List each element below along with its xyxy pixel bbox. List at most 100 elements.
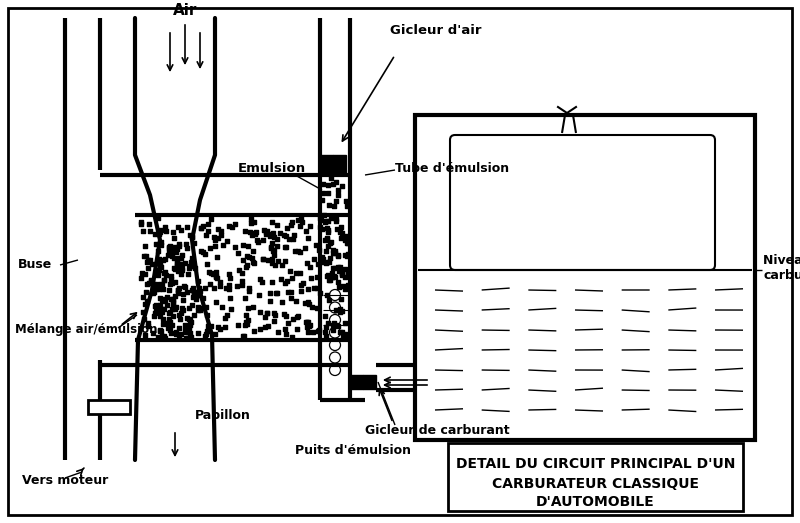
Point <box>316 255 329 263</box>
Point <box>174 315 186 323</box>
Point <box>222 285 235 293</box>
Point <box>340 201 353 210</box>
Point <box>270 289 283 297</box>
Point <box>339 332 352 340</box>
Point <box>184 328 197 337</box>
Point <box>278 310 290 318</box>
Point <box>170 264 182 272</box>
Point <box>166 299 179 307</box>
Point <box>262 322 274 330</box>
Point <box>149 240 162 248</box>
Point <box>334 223 347 231</box>
Point <box>202 227 214 235</box>
Bar <box>88 400 130 414</box>
Point <box>158 333 171 342</box>
Point <box>138 315 150 324</box>
Point <box>323 276 336 285</box>
Point <box>246 231 258 240</box>
Point <box>167 297 180 305</box>
Point <box>137 293 150 302</box>
Point <box>141 258 154 267</box>
Point <box>172 254 185 262</box>
Point <box>250 235 263 244</box>
Point <box>187 311 200 320</box>
Point <box>197 222 210 230</box>
Point <box>258 226 270 235</box>
Point <box>151 332 164 340</box>
Point <box>164 326 177 334</box>
Point <box>266 259 278 268</box>
Point <box>334 305 346 313</box>
Point <box>267 233 280 242</box>
Point <box>338 265 351 273</box>
Point <box>326 321 339 329</box>
Point <box>316 258 329 266</box>
Point <box>284 267 297 275</box>
Point <box>178 326 191 334</box>
Point <box>155 241 168 249</box>
Point <box>159 270 172 279</box>
Point <box>202 268 215 276</box>
Point <box>188 290 201 298</box>
Point <box>300 226 313 235</box>
Point <box>329 249 342 257</box>
Text: Mélange air/émulsion: Mélange air/émulsion <box>15 324 158 336</box>
Point <box>181 314 194 323</box>
Point <box>167 253 180 262</box>
Point <box>335 181 348 190</box>
Point <box>238 321 251 329</box>
Point <box>232 249 245 258</box>
Point <box>149 280 162 288</box>
Point <box>238 227 251 235</box>
Point <box>266 247 279 255</box>
Point <box>258 313 271 321</box>
Point <box>172 266 185 274</box>
Point <box>282 288 294 296</box>
Point <box>236 277 249 286</box>
Point <box>150 285 162 293</box>
Point <box>311 260 324 269</box>
Point <box>175 330 188 338</box>
Point <box>166 305 178 313</box>
Point <box>267 309 280 317</box>
Point <box>217 241 230 249</box>
Point <box>290 324 303 333</box>
Point <box>171 289 184 298</box>
Point <box>185 333 198 341</box>
Point <box>274 229 286 237</box>
Point <box>169 292 182 301</box>
Point <box>265 243 278 252</box>
Point <box>252 291 265 299</box>
Point <box>301 318 314 326</box>
Point <box>303 222 316 230</box>
Point <box>162 251 174 259</box>
Point <box>142 256 154 265</box>
Point <box>247 258 260 267</box>
Point <box>196 294 209 302</box>
Point <box>165 328 178 337</box>
Point <box>188 239 201 247</box>
Point <box>214 325 227 333</box>
Point <box>338 285 351 293</box>
Point <box>191 306 204 315</box>
Point <box>161 300 174 309</box>
Point <box>167 264 180 272</box>
Point <box>186 233 198 241</box>
Point <box>156 332 169 340</box>
Point <box>326 272 339 280</box>
Point <box>143 256 156 265</box>
Point <box>154 262 166 270</box>
Point <box>202 322 214 330</box>
Point <box>150 307 162 315</box>
Point <box>148 230 161 238</box>
Point <box>258 322 271 331</box>
Point <box>179 259 192 267</box>
Point <box>285 288 298 296</box>
Point <box>201 327 214 335</box>
Text: Buse: Buse <box>18 258 52 271</box>
Point <box>169 265 182 274</box>
Point <box>173 331 186 339</box>
Point <box>294 269 306 277</box>
Point <box>290 297 302 305</box>
Point <box>182 264 195 272</box>
